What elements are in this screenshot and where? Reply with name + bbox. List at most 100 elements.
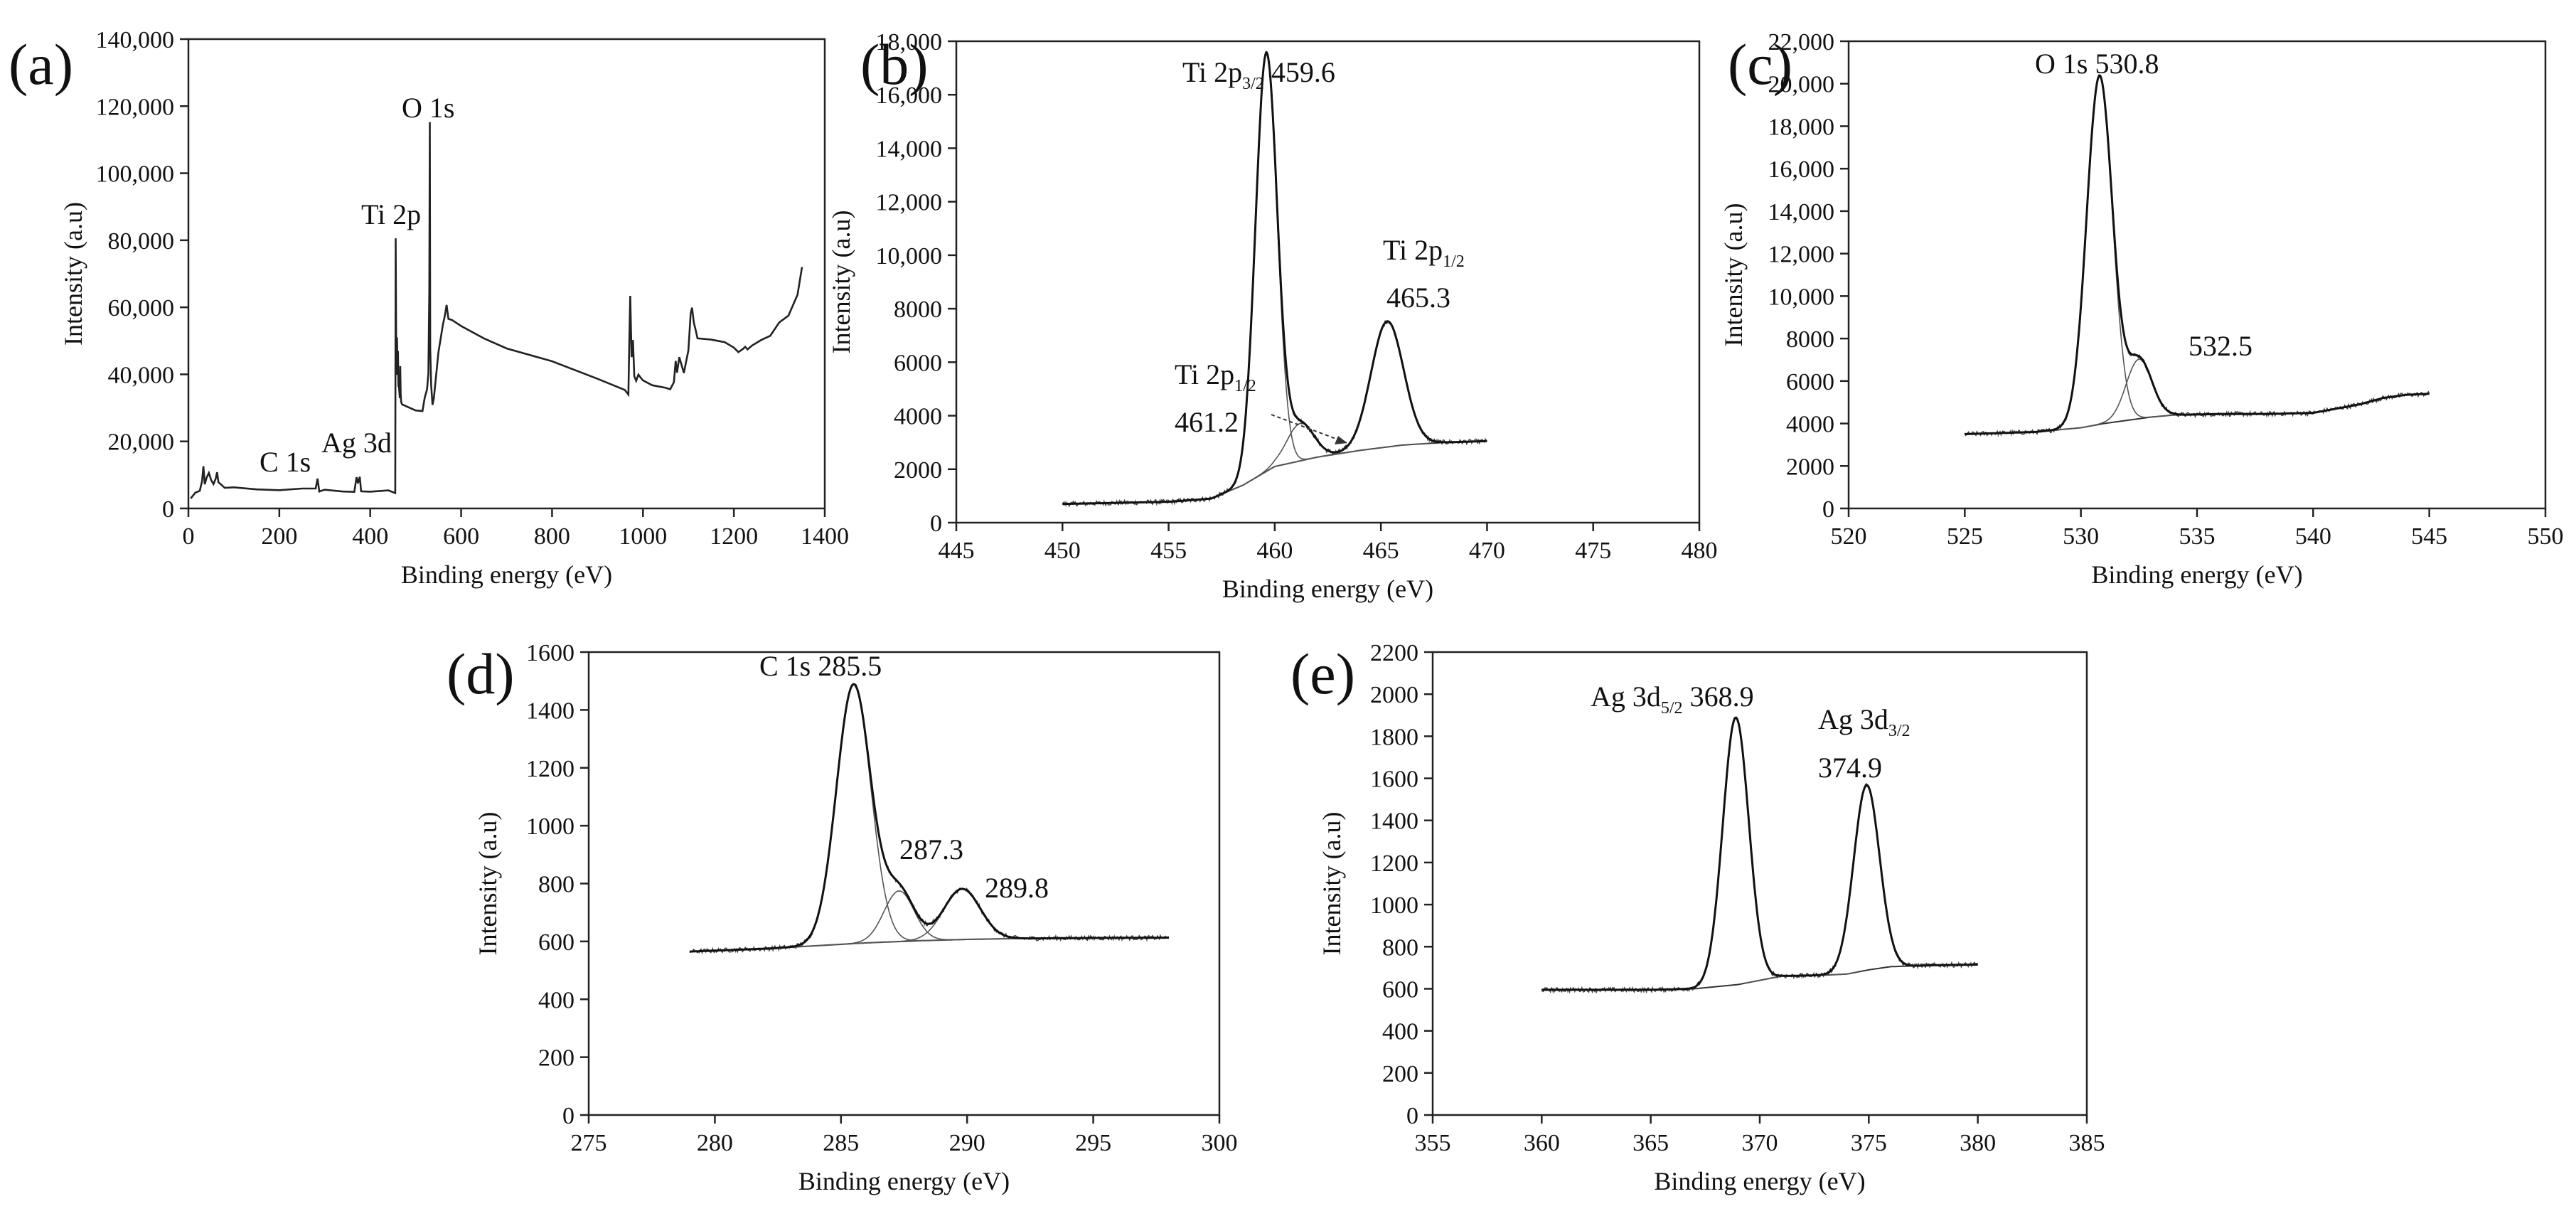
- y-tick-label: 140,000: [96, 27, 175, 53]
- x-tick-label: 525: [1947, 523, 1983, 550]
- annotation-ti2p32: Ti 2p3/2 459.6: [1182, 56, 1335, 93]
- y-axis-title: Intensity (a.u): [1318, 812, 1346, 956]
- y-tick-label: 8000: [1786, 326, 1834, 353]
- x-tick-label: 550: [2528, 523, 2564, 550]
- annotation-o1s: O 1s 530.8: [2035, 48, 2159, 80]
- y-tick-label: 100,000: [96, 161, 175, 188]
- y-tick-label: 1000: [526, 814, 574, 840]
- x-axis-title: Binding energy (eV): [2091, 560, 2302, 589]
- annotation-ti2p12-a: Ti 2p1/2: [1383, 234, 1465, 271]
- annotation-ti2p: Ti 2p: [361, 198, 421, 230]
- panel-c: (c) 520 525 530 535 540 545 550 0 2000 4000 6000 800…: [1719, 29, 2564, 589]
- y-tick-label: 1800: [1370, 724, 1418, 750]
- arrowhead: [1335, 436, 1347, 444]
- x-tick-label: 445: [939, 538, 975, 564]
- x-tick-label: 375: [1851, 1130, 1887, 1156]
- y-tick-label: 1000: [1370, 892, 1418, 919]
- plot-frame: [1847, 40, 2547, 510]
- y-tick-label: 2000: [894, 457, 942, 484]
- fitted-envelope-line: [1062, 50, 1487, 506]
- fitted-envelope-line: [1541, 716, 1978, 991]
- x-tick-label: 370: [1742, 1130, 1778, 1156]
- panel-label: (e): [1290, 641, 1355, 706]
- panel-e: (e) 355 360 365 370 375 380 385 0 200 400 600 800 100…: [1290, 640, 2105, 1195]
- y-tick-label: 14,000: [1768, 199, 1835, 225]
- y-tick-label: 22,000: [1768, 29, 1835, 55]
- panel-label: (d): [447, 641, 515, 706]
- component-peak-2: [2018, 358, 2260, 433]
- y-tick-label: 10,000: [1768, 284, 1835, 310]
- panel-a: (a) 0 200 400 600 800 1000 1200 1400 0 20,000 40,00…: [9, 27, 849, 589]
- y-tick-label: 12,000: [1768, 242, 1835, 268]
- annotation-532: 532.5: [2188, 330, 2252, 362]
- x-tick-label: 475: [1575, 538, 1611, 564]
- y-tick-label: 6000: [1786, 369, 1834, 395]
- y-tick-label: 0: [162, 496, 174, 523]
- x-tick-label: 545: [2411, 523, 2447, 550]
- y-tick-label: 18,000: [1768, 114, 1835, 140]
- component-peak-1: [1978, 75, 2220, 434]
- series-line-survey: [190, 122, 803, 499]
- series-group: [689, 683, 1169, 955]
- y-tick-label: 2000: [1370, 682, 1418, 708]
- annotation-287: 287.3: [899, 833, 963, 865]
- panel-d: (d) 275 280 285 290 295 300 0 200 400 600 800 1000 12…: [447, 640, 1238, 1195]
- series-group: [1541, 716, 1978, 994]
- annotation-value-374: 374.9: [1818, 752, 1882, 784]
- x-tick-label: 300: [1202, 1130, 1238, 1156]
- y-tick-label: 8000: [894, 297, 942, 323]
- annotation-o1s: O 1s: [402, 92, 454, 124]
- raw-data-line: [1964, 74, 2430, 437]
- y-tick-label: 1600: [526, 640, 574, 666]
- annotation-c1s: C 1s 285.5: [759, 650, 882, 682]
- raw-data-line: [1062, 50, 1487, 508]
- annotation-ag3d: Ag 3d: [321, 427, 392, 459]
- y-tick-label: 60,000: [108, 295, 175, 321]
- y-tick-label: 20,000: [108, 430, 175, 456]
- y-tick-label: 1400: [1370, 809, 1418, 835]
- x-tick-label: 1000: [619, 523, 667, 550]
- x-tick-label: 285: [823, 1130, 859, 1156]
- x-tick-label: 600: [443, 523, 479, 550]
- x-tick-label: 380: [1960, 1130, 1996, 1156]
- x-tick-label: 365: [1632, 1130, 1669, 1156]
- y-tick-label: 0: [1822, 496, 1834, 523]
- annotation-289: 289.8: [985, 872, 1049, 904]
- y-tick-label: 14,000: [876, 136, 943, 162]
- annotation-value-461: 461.2: [1175, 406, 1239, 438]
- y-tick-label: 2000: [1786, 454, 1834, 480]
- y-tick-label: 16,000: [1768, 156, 1835, 183]
- x-tick-label: 385: [2069, 1130, 2105, 1156]
- y-tick-label: 2200: [1370, 640, 1418, 666]
- y-tick-label: 120,000: [96, 94, 175, 120]
- y-tick-label: 4000: [894, 404, 942, 430]
- series-group: [1964, 74, 2430, 437]
- y-tick-label: 0: [562, 1103, 574, 1129]
- y-axis-title: Intensity (a.u): [827, 210, 855, 354]
- x-tick-label: 455: [1150, 538, 1187, 564]
- y-tick-label: 200: [1382, 1061, 1418, 1087]
- fitted-envelope-line: [1965, 74, 2430, 435]
- fitted-envelope-line: [689, 683, 1169, 953]
- x-tick-label: 355: [1415, 1130, 1451, 1156]
- raw-data-line: [689, 683, 1169, 955]
- x-tick-label: 0: [183, 523, 195, 550]
- x-tick-label: 530: [2063, 523, 2099, 550]
- panel-label: (b): [860, 32, 929, 97]
- raw-data-line: [1541, 717, 1978, 994]
- x-tick-label: 290: [949, 1130, 985, 1156]
- x-tick-label: 1200: [710, 523, 758, 550]
- y-tick-label: 400: [1382, 1019, 1418, 1045]
- y-tick-label: 1200: [1370, 850, 1418, 877]
- y-tick-label: 400: [538, 987, 574, 1013]
- x-tick-label: 800: [534, 523, 570, 550]
- x-axis-title: Binding energy (eV): [798, 1167, 1010, 1195]
- y-tick-label: 600: [1382, 976, 1418, 1003]
- x-tick-label: 480: [1682, 538, 1718, 564]
- y-tick-label: 4000: [1786, 412, 1834, 438]
- x-tick-label: 520: [1831, 523, 1867, 550]
- annotation-ag3d32: Ag 3d3/2: [1818, 703, 1910, 740]
- annotation-ag3d52: Ag 3d5/2 368.9: [1591, 681, 1754, 718]
- x-tick-label: 450: [1044, 538, 1081, 564]
- x-tick-label: 465: [1363, 538, 1399, 564]
